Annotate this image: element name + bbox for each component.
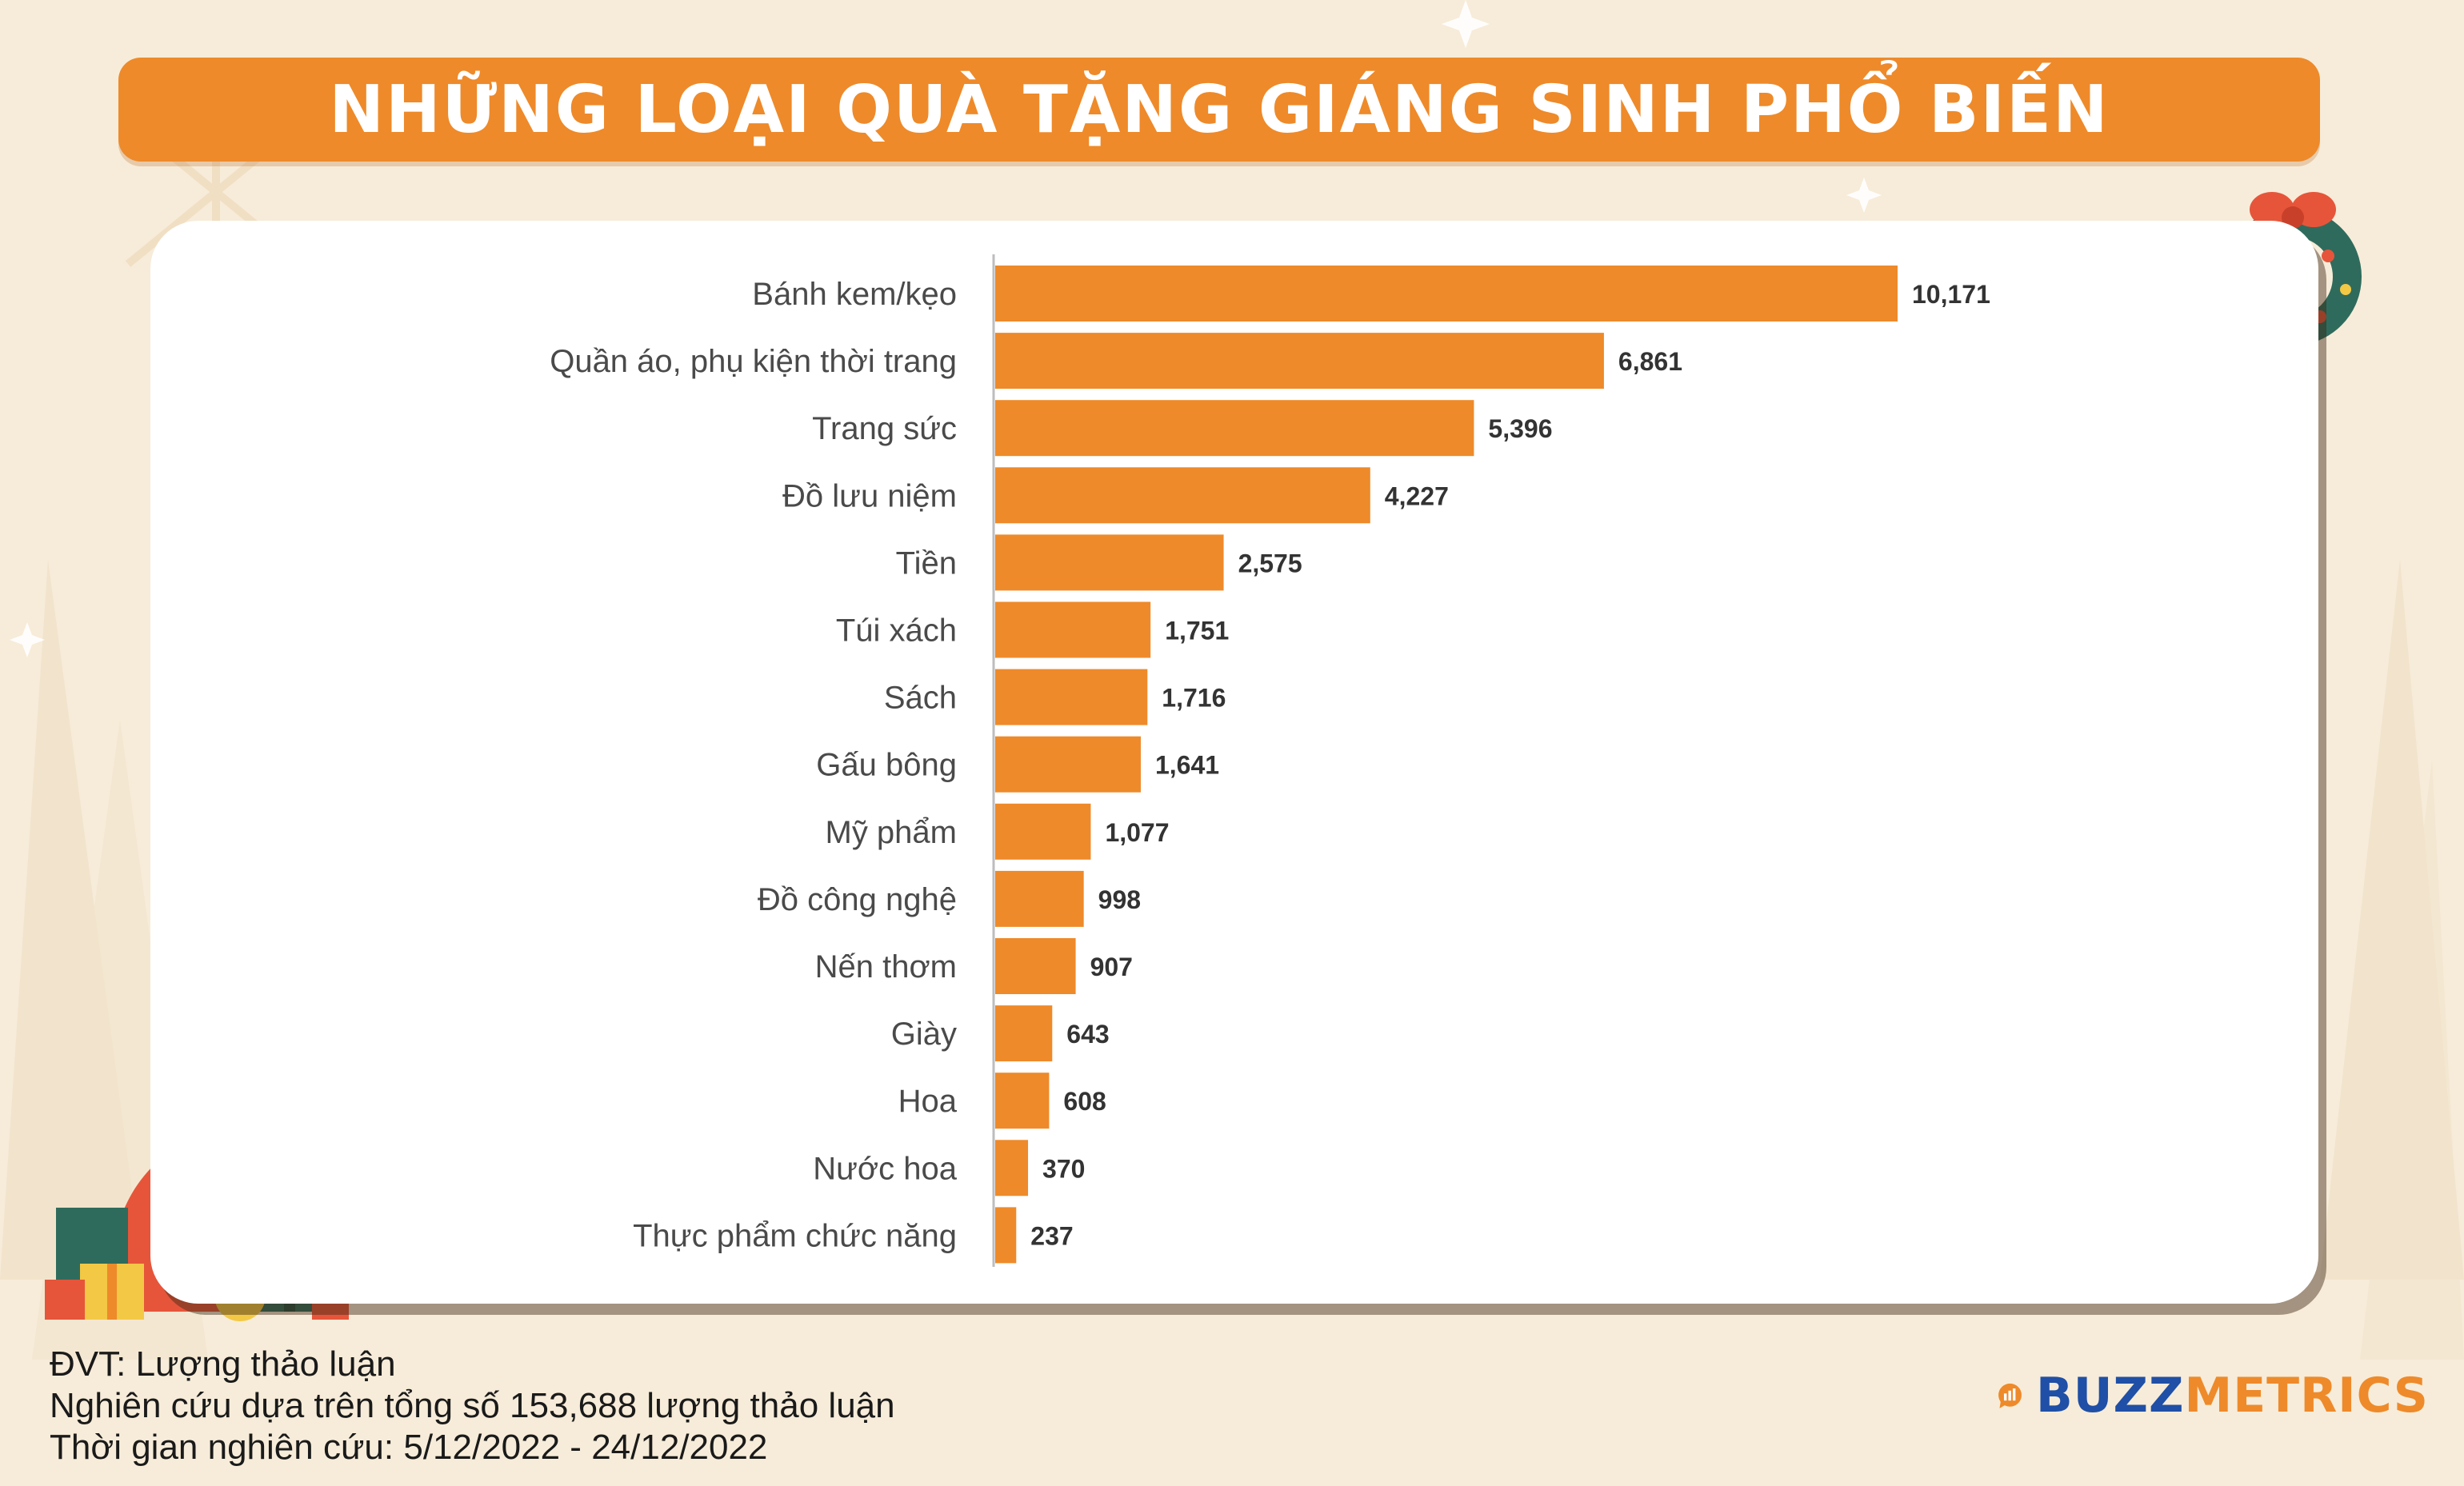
bar xyxy=(995,266,1898,322)
value-label: 2,575 xyxy=(1238,549,1302,577)
bar xyxy=(995,1207,1017,1264)
period-note: Thời gian nghiên cứu: 5/12/2022 - 24/12/… xyxy=(50,1428,768,1467)
category-label: Đồ công nghệ xyxy=(758,882,957,917)
bar xyxy=(995,400,1474,457)
value-label: 5,396 xyxy=(1488,414,1552,443)
chart-title: NHỮNG LOẠI QUÀ TẶNG GIÁNG SINH PHỔ BIẾN xyxy=(329,71,2110,148)
title-bar: NHỮNG LOẠI QUÀ TẶNG GIÁNG SINH PHỔ BIẾN xyxy=(118,58,2320,162)
category-label: Mỹ phẩm xyxy=(826,815,958,850)
bar xyxy=(995,803,1091,860)
category-label: Sách xyxy=(884,681,957,716)
logo-icon xyxy=(1998,1383,2022,1408)
bar xyxy=(995,601,1151,658)
value-label: 643 xyxy=(1066,1020,1109,1049)
category-label: Nến thơm xyxy=(815,949,957,985)
value-label: 1,641 xyxy=(1155,751,1219,780)
value-label: 237 xyxy=(1030,1221,1073,1250)
category-label: Giày xyxy=(891,1017,957,1052)
basis-note: Nghiên cứu dựa trên tổng số 153,688 lượn… xyxy=(50,1386,895,1425)
bar xyxy=(995,669,1148,725)
category-label: Bánh kem/kẹo xyxy=(752,277,957,312)
category-label: Hoa xyxy=(898,1084,958,1119)
value-label: 1,751 xyxy=(1165,617,1229,645)
unit-note: ĐVT: Lượng thảo luận xyxy=(50,1344,396,1384)
value-label: 907 xyxy=(1090,953,1133,981)
bar xyxy=(995,333,1604,389)
category-label: Túi xách xyxy=(836,613,957,649)
value-label: 10,171 xyxy=(1912,280,1990,309)
bar xyxy=(995,467,1370,524)
logo-text-buzz: BUZZ xyxy=(2036,1368,2185,1424)
buzzmetrics-logo: BUZZMETRICS xyxy=(1997,1352,2429,1440)
bar xyxy=(995,736,1141,793)
category-label: Đồ lưu niệm xyxy=(782,478,957,513)
category-label: Trang sức xyxy=(812,411,957,446)
category-label: Tiền xyxy=(896,545,957,581)
bar xyxy=(995,870,1084,927)
value-label: 6,861 xyxy=(1618,347,1682,376)
value-label: 1,716 xyxy=(1162,684,1226,713)
logo-text-metrics: METRICS xyxy=(2184,1368,2429,1424)
value-label: 998 xyxy=(1098,885,1141,914)
bar xyxy=(995,534,1224,591)
value-label: 608 xyxy=(1063,1087,1106,1116)
category-label: Nước hoa xyxy=(813,1151,958,1186)
value-label: 370 xyxy=(1042,1154,1085,1183)
footer: ĐVT: Lượng thảo luận Nghiên cứu dựa trên… xyxy=(50,1344,895,1468)
category-label: Quần áo, phụ kiện thời trang xyxy=(550,344,957,379)
bar xyxy=(995,1140,1029,1196)
bar xyxy=(995,1005,1053,1062)
category-label: Gấu bông xyxy=(816,748,957,783)
bar xyxy=(995,938,1076,994)
value-label: 4,227 xyxy=(1385,481,1449,510)
bar xyxy=(995,1073,1050,1129)
category-label: Thực phẩm chức năng xyxy=(633,1218,957,1253)
value-label: 1,077 xyxy=(1105,818,1169,847)
